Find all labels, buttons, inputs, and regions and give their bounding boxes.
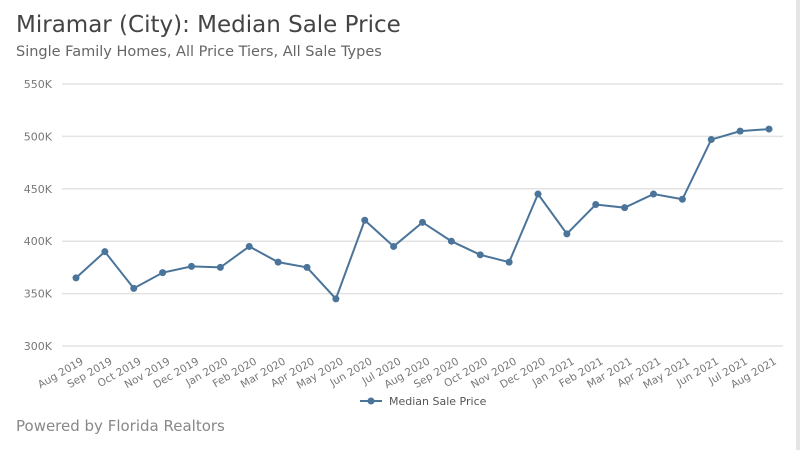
y-tick-label: 500K [24,130,53,143]
data-point [736,127,744,135]
y-tick-label: 450K [24,183,53,196]
y-tick-label: 300K [24,340,53,353]
data-point [419,218,426,226]
data-point [216,263,224,271]
y-tick-label: 550K [24,78,53,91]
data-point [505,258,513,266]
data-point [621,204,629,212]
legend-marker [367,397,375,405]
data-point [476,251,484,259]
data-point [765,125,773,133]
data-point [303,263,311,271]
data-point [361,216,369,224]
data-point [678,195,686,203]
data-point [274,258,282,266]
data-point [332,295,340,303]
data-point [447,237,455,245]
legend-label: Median Sale Price [389,395,487,408]
data-point [650,190,657,198]
footer-credit: Powered by Florida Realtors [16,417,225,435]
data-point [592,201,600,209]
y-tick-label: 400K [24,235,53,248]
scrollbar-edge [796,0,800,450]
data-point [390,242,398,250]
y-tick-label: 350K [24,288,53,301]
data-point [72,274,80,282]
data-point [101,248,109,256]
data-point [707,136,715,144]
chart-title: Miramar (City): Median Sale Price [16,12,401,38]
data-point [188,262,195,270]
data-point [130,284,138,292]
chart-subtitle: Single Family Homes, All Price Tiers, Al… [16,44,382,60]
data-point [563,230,571,238]
data-point [245,242,253,250]
data-point [534,190,542,198]
data-point [159,269,167,277]
series-line [75,128,770,301]
